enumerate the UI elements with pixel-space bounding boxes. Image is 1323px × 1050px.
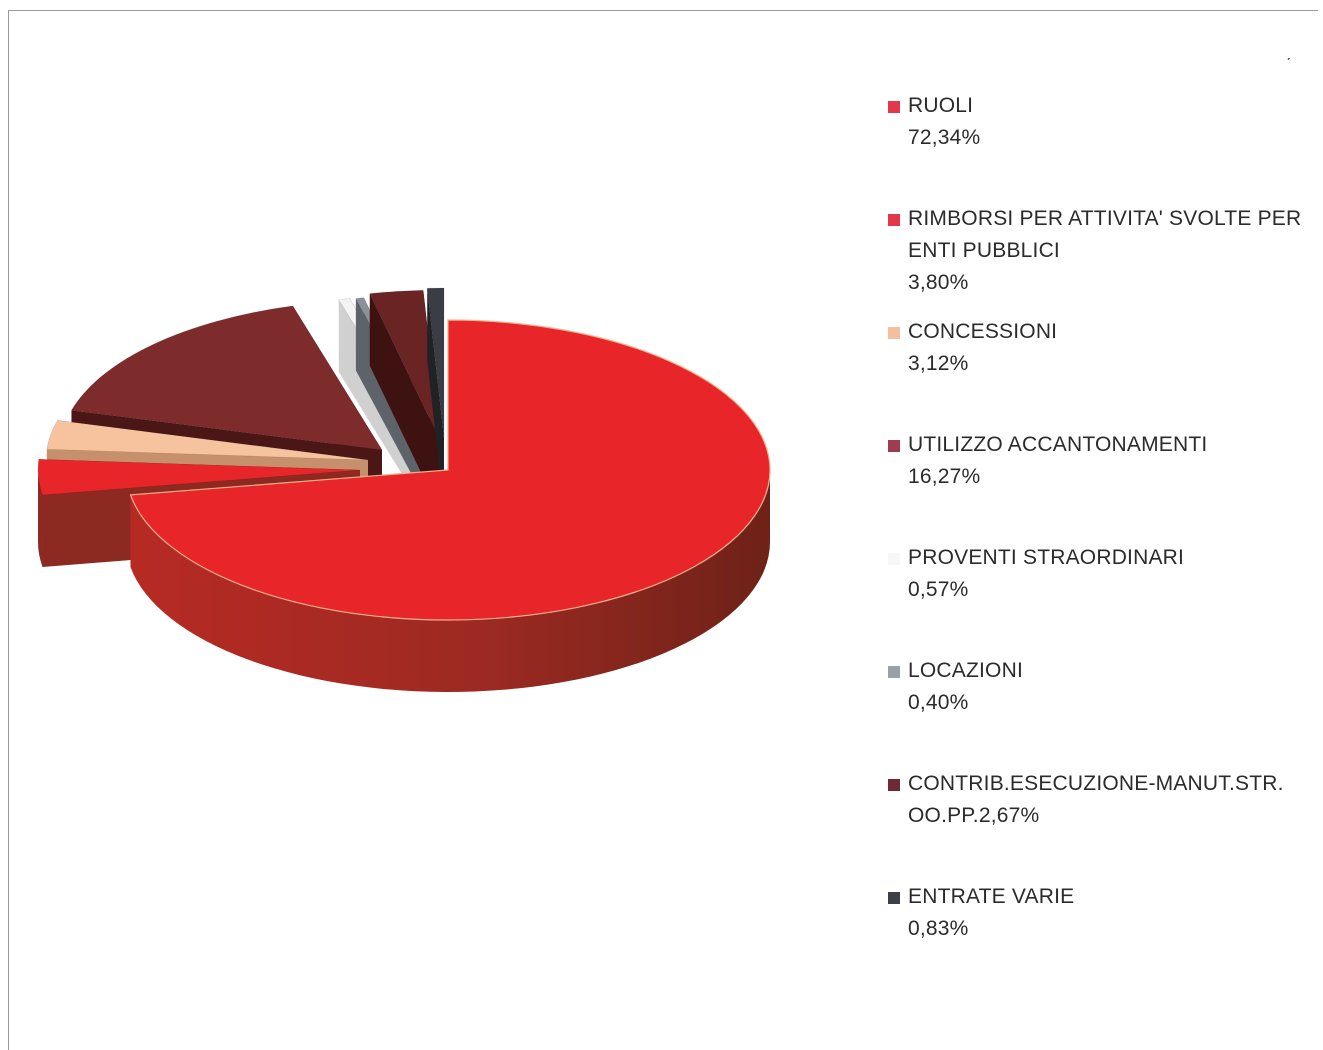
- legend-swatch: [888, 553, 900, 565]
- pie-slice-side: [369, 293, 440, 512]
- legend-value: 3,12%: [908, 352, 969, 375]
- legend-item-locazioni: LOCAZIONI 0,40%: [888, 655, 1318, 719]
- legend-value: 0,40%: [908, 691, 969, 714]
- legend-value: 3,80%: [908, 271, 969, 294]
- legend-label-cont: ENTI PUBBLICI: [908, 239, 1060, 262]
- pie-slice-top: [46, 420, 369, 461]
- legend-item-entrate-varie: ENTRATE VARIE 0,83%: [888, 881, 1318, 945]
- legend-value: 16,27%: [908, 465, 981, 488]
- pie-slice-rim: [130, 470, 770, 693]
- pie-slice-rim: [38, 470, 43, 567]
- legend-swatch: [888, 214, 900, 226]
- legend-label: CONTRIB.ESECUZIONE-MANUT.STR.: [908, 772, 1284, 795]
- legend-swatch: [888, 440, 900, 452]
- legend-label: RIMBORSI PER ATTIVITA' SVOLTE PER: [908, 207, 1302, 230]
- pie-slice-top: [426, 287, 445, 439]
- legend-swatch: [888, 666, 900, 678]
- legend-value: 0,57%: [908, 578, 969, 601]
- legend-value: 0,83%: [908, 917, 969, 940]
- legend-swatch: [888, 892, 900, 904]
- pie-slice-side: [427, 288, 444, 510]
- legend-swatch: [888, 327, 900, 339]
- legend-label: RUOLI: [908, 94, 974, 117]
- pie-slice-top: [369, 289, 441, 441]
- chart-frame: [8, 10, 1318, 1050]
- pie-slice-top: [129, 319, 771, 621]
- legend-label: CONCESSIONI: [908, 320, 1058, 343]
- pie-slice-7: [426, 287, 445, 510]
- scan-mark: ˏ: [1286, 44, 1291, 60]
- legend-label: UTILIZZO ACCANTONAMENTI: [908, 433, 1208, 456]
- legend-swatch: [888, 101, 900, 113]
- legend-item-ruoli: RUOLI 72,34%: [888, 90, 1318, 154]
- legend-label: LOCAZIONI: [908, 659, 1023, 682]
- legend-value: 72,34%: [908, 126, 981, 149]
- legend-item-rimborsi: RIMBORSI PER ATTIVITA' SVOLTE PER ENTI P…: [888, 203, 1318, 299]
- legend-label: ENTRATE VARIE: [908, 885, 1075, 908]
- pie-slice-top: [37, 458, 361, 496]
- legend-item-utilizzo: UTILIZZO ACCANTONAMENTI 16,27%: [888, 429, 1318, 493]
- legend-item-proventi: PROVENTI STRAORDINARI 0,57%: [888, 542, 1318, 606]
- legend-item-concessioni: CONCESSIONI 3,12%: [888, 316, 1318, 380]
- legend-label: PROVENTI STRAORDINARI: [908, 546, 1185, 569]
- legend-item-contrib: CONTRIB.ESECUZIONE-MANUT.STR. OO.PP.2,67…: [888, 768, 1318, 832]
- pie-slice-0: [129, 319, 771, 693]
- legend-label-cont: OO.PP.2,67%: [908, 804, 1040, 827]
- pie-slice-top: [70, 305, 383, 451]
- legend-swatch: [888, 779, 900, 791]
